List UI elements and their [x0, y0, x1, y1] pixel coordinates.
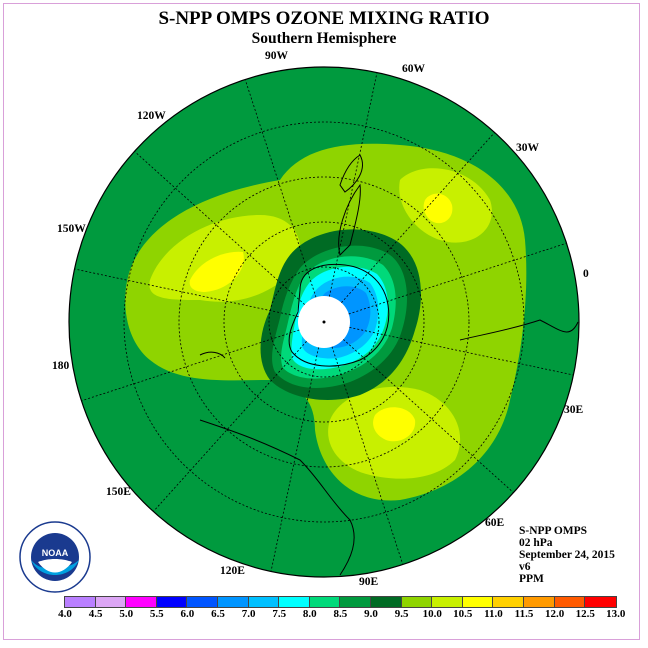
plot-frame	[3, 3, 640, 640]
colorbar-cell	[309, 597, 341, 607]
colorbar-tick-label: 9.5	[394, 608, 409, 620]
map-title: S-NPP OMPS OZONE MIXING RATIO	[158, 8, 490, 29]
info-block: S-NPP OMPS 02 hPa September 24, 2015 v6 …	[519, 525, 615, 585]
antarctica-coastline	[288, 263, 390, 367]
lon-label-0: 0	[583, 268, 589, 280]
latitude-circle	[223, 221, 425, 423]
field-max-east	[373, 407, 416, 442]
south-america-coastline	[339, 154, 363, 193]
colorbar-cell	[248, 597, 280, 607]
noaa-logo-text: NOAA	[42, 548, 69, 558]
colorbar-tick-label: 8.5	[333, 608, 348, 620]
lon-label-90w: 90W	[265, 50, 288, 62]
map-subtitle: Southern Hemisphere	[251, 30, 397, 47]
colorbar-cell	[217, 597, 249, 607]
colorbar-cell	[432, 597, 463, 607]
lon-label-150e: 150E	[106, 486, 131, 498]
colorbar-tick-label: 5.5	[149, 608, 164, 620]
colorbar-cell	[554, 597, 586, 607]
colorbar-tick-label: 7.5	[272, 608, 287, 620]
lon-label-90e: 90E	[359, 576, 379, 588]
new-zealand-coastline	[199, 351, 226, 359]
colorbar-cell	[279, 597, 310, 607]
field-max-north	[423, 193, 453, 224]
colorbar-tick-label: 13.0	[606, 608, 626, 620]
lon-label-60e: 60E	[485, 517, 505, 529]
colorbar-tick-label: 5.0	[119, 608, 134, 620]
colorbar-tick-label: 9.0	[364, 608, 378, 620]
latitude-circle	[268, 266, 380, 378]
colorbar-tick-label: 11.5	[514, 608, 534, 620]
colorbar-tick-label: 4.0	[58, 608, 72, 620]
lon-label-120e: 120E	[220, 565, 245, 577]
info-date: September 24, 2015	[519, 549, 615, 561]
colorbar-tick-label: 11.0	[484, 608, 503, 620]
colorbar-cell	[493, 597, 524, 607]
colorbar-tick-label: 12.5	[575, 608, 595, 620]
colorbar-cell	[462, 597, 494, 607]
africa-coastline	[459, 319, 579, 341]
colorbar-tick-label: 10.0	[422, 608, 442, 620]
colorbar-tick-label: 12.0	[544, 608, 565, 620]
info-pressure: 02 hPa	[519, 537, 553, 549]
colorbar-tick-label: 4.5	[88, 608, 103, 620]
lon-label-60w: 60W	[402, 63, 425, 75]
colorbar-tick-label: 8.0	[302, 608, 317, 620]
colorbar-cell	[370, 597, 402, 607]
latitude-circle	[123, 121, 525, 523]
colorbar-tick-label: 6.5	[211, 608, 225, 620]
colorbar-cell	[340, 597, 371, 607]
lon-label-180: 180	[52, 360, 70, 372]
lon-label-30w: 30W	[516, 142, 539, 154]
colorbar-cell	[523, 597, 555, 607]
field-max-west	[189, 251, 244, 292]
colorbar-tick-label: 7.0	[241, 608, 256, 620]
info-version: v6	[519, 561, 531, 573]
colorbar-cell	[187, 597, 218, 607]
colorbar-cell	[95, 597, 127, 607]
lon-label-120w: 120W	[137, 110, 166, 122]
colorbar-cell	[65, 597, 96, 607]
antarctic-peninsula-coastline	[338, 183, 361, 256]
lon-label-150w: 150W	[57, 223, 86, 235]
colorbar-cell	[126, 597, 157, 607]
colorbar-tick-label: 6.0	[180, 608, 195, 620]
map-boundary	[68, 66, 580, 578]
colorbar	[64, 596, 617, 608]
latitude-circle	[178, 176, 470, 468]
noaa-logo: NOAA	[19, 521, 91, 593]
info-instrument: S-NPP OMPS	[519, 525, 588, 537]
south-pole-marker	[322, 320, 326, 324]
colorbar-cell	[585, 597, 616, 607]
colorbar-cell	[156, 597, 188, 607]
colorbar-tick-label: 10.5	[453, 608, 473, 620]
lon-label-30e: 30E	[564, 404, 584, 416]
australia-coastline	[199, 419, 355, 576]
colorbar-cell	[401, 597, 433, 607]
info-units: PPM	[519, 573, 544, 585]
